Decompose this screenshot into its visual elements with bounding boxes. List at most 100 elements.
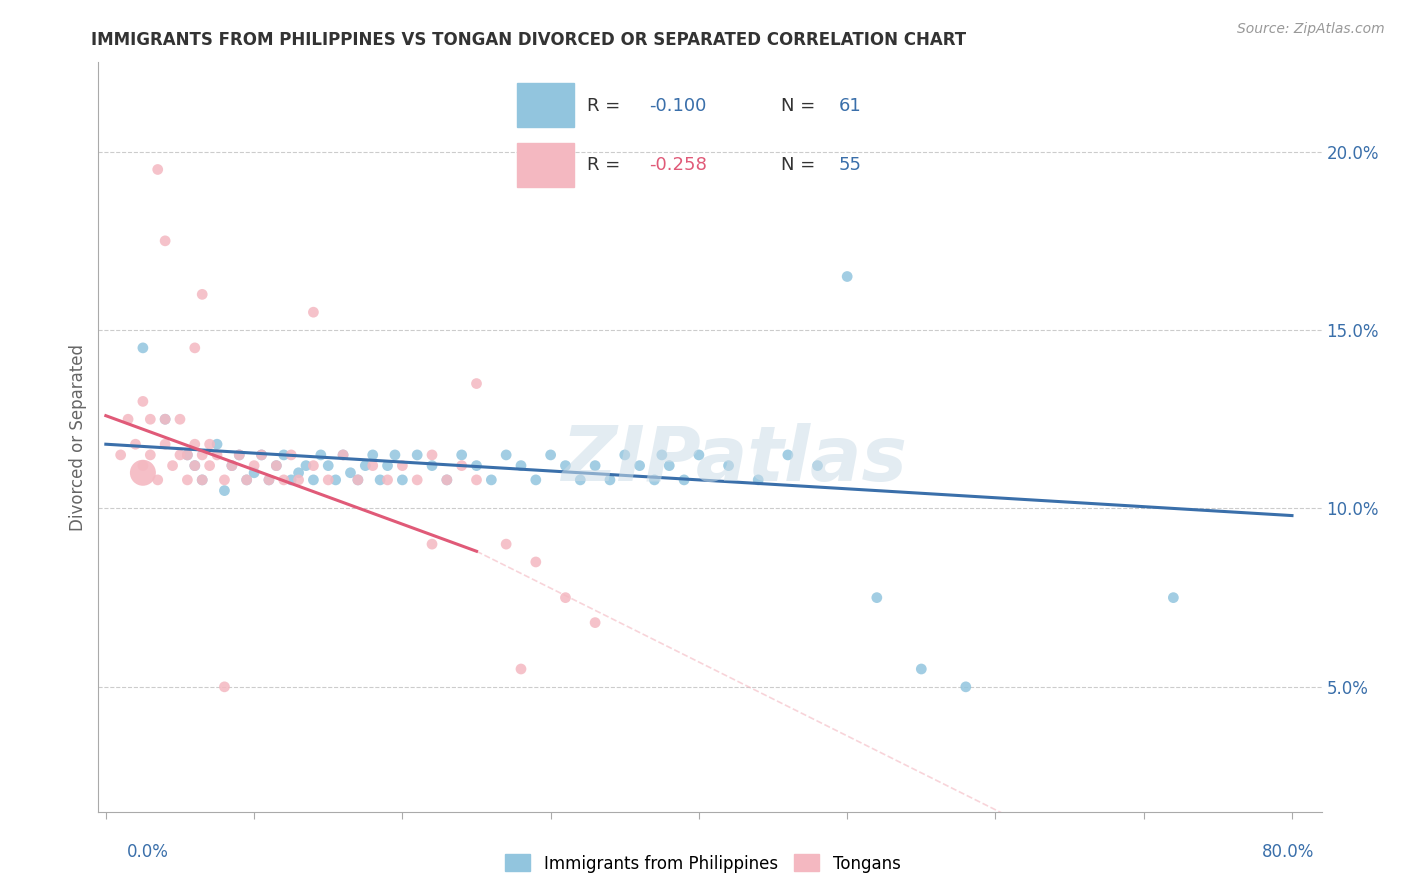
Point [139, 412, 162, 426]
Point [569, 473, 592, 487]
Point [510, 662, 533, 676]
Point [205, 448, 228, 462]
Point [406, 473, 429, 487]
Point [273, 473, 295, 487]
Point [384, 448, 406, 462]
Point [377, 458, 399, 473]
Point [339, 466, 361, 480]
Point [110, 448, 132, 462]
Point [205, 437, 228, 451]
Point [332, 448, 354, 462]
Point [332, 448, 354, 462]
Point [139, 448, 162, 462]
Point [361, 458, 384, 473]
Point [287, 466, 309, 480]
Point [524, 555, 547, 569]
Point [280, 448, 302, 462]
Point [436, 473, 458, 487]
Point [391, 473, 413, 487]
Point [169, 412, 191, 426]
Point [214, 483, 236, 498]
Point [406, 448, 429, 462]
Point [198, 437, 221, 451]
Point [257, 473, 280, 487]
Point [377, 473, 399, 487]
Point [436, 473, 458, 487]
Point [420, 448, 443, 462]
Point [243, 466, 266, 480]
Point [266, 458, 288, 473]
Point [146, 473, 169, 487]
Point [450, 448, 472, 462]
Point [214, 680, 236, 694]
Point [184, 437, 207, 451]
Point [295, 458, 318, 473]
Point [176, 448, 198, 462]
Point [354, 458, 377, 473]
Point [273, 448, 295, 462]
Point [361, 448, 384, 462]
Point [221, 458, 243, 473]
Point [806, 458, 828, 473]
Point [316, 473, 339, 487]
Point [153, 437, 176, 451]
Point [866, 591, 889, 605]
Point [837, 269, 859, 284]
Point [250, 448, 273, 462]
Point [184, 458, 207, 473]
Point [465, 376, 488, 391]
Point [628, 458, 651, 473]
Point [479, 473, 502, 487]
Point [613, 448, 636, 462]
Point [176, 448, 198, 462]
Point [643, 473, 665, 487]
Point [132, 394, 155, 409]
Point [162, 458, 184, 473]
Point [465, 473, 488, 487]
Point [243, 458, 266, 473]
Point [266, 458, 288, 473]
Point [221, 458, 243, 473]
Text: IMMIGRANTS FROM PHILIPPINES VS TONGAN DIVORCED OR SEPARATED CORRELATION CHART: IMMIGRANTS FROM PHILIPPINES VS TONGAN DI… [91, 31, 966, 49]
Point [420, 458, 443, 473]
Point [176, 473, 198, 487]
Point [420, 537, 443, 551]
Point [132, 458, 155, 473]
Point [583, 458, 606, 473]
Legend: Immigrants from Philippines, Tongans: Immigrants from Philippines, Tongans [499, 847, 907, 880]
Point [132, 466, 155, 480]
Point [316, 458, 339, 473]
Point [132, 341, 155, 355]
Point [198, 458, 221, 473]
Point [465, 458, 488, 473]
Point [673, 473, 696, 487]
Text: 80.0%: 80.0% [1263, 843, 1315, 861]
Point [280, 473, 302, 487]
Point [776, 448, 799, 462]
Point [191, 473, 214, 487]
Point [658, 458, 681, 473]
Text: Source: ZipAtlas.com: Source: ZipAtlas.com [1237, 22, 1385, 37]
Point [235, 473, 257, 487]
Point [651, 448, 673, 462]
Point [554, 458, 576, 473]
Point [495, 448, 517, 462]
Point [747, 473, 769, 487]
Point [184, 458, 207, 473]
Point [124, 437, 146, 451]
Point [228, 448, 250, 462]
Point [191, 448, 214, 462]
Point [153, 412, 176, 426]
Point [228, 448, 250, 462]
Point [368, 473, 391, 487]
Point [146, 162, 169, 177]
Text: 0.0%: 0.0% [127, 843, 169, 861]
Point [910, 662, 932, 676]
Point [347, 473, 370, 487]
Point [287, 473, 309, 487]
Point [583, 615, 606, 630]
Point [955, 680, 977, 694]
Y-axis label: Divorced or Separated: Divorced or Separated [69, 343, 87, 531]
Point [391, 458, 413, 473]
Point [153, 412, 176, 426]
